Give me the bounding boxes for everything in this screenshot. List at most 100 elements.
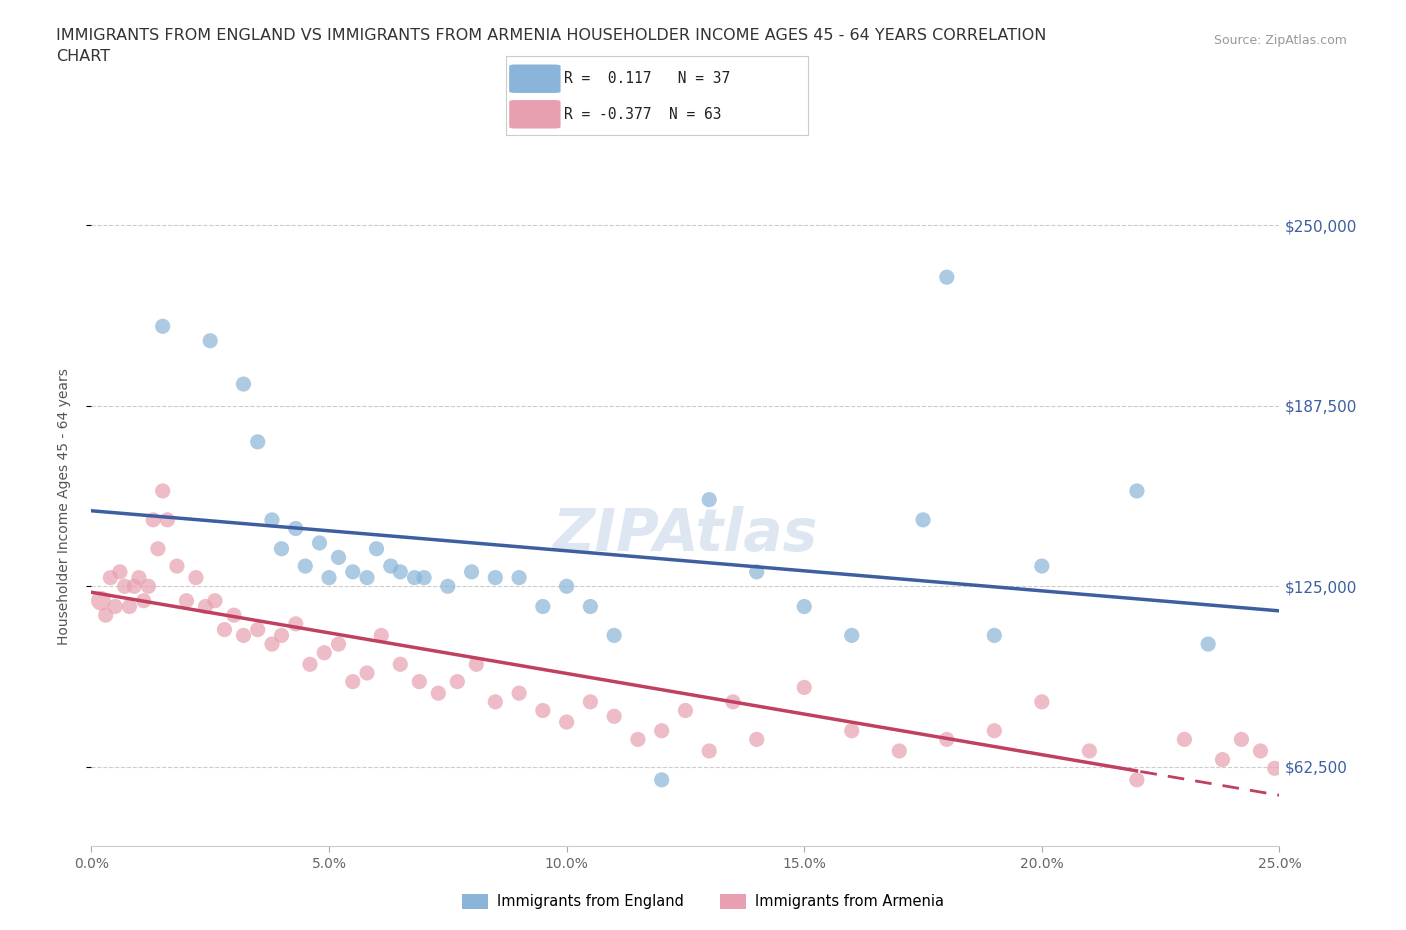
Point — [446, 674, 468, 689]
Text: ZIPAtlas: ZIPAtlas — [553, 506, 818, 563]
Point — [1249, 743, 1271, 758]
Point — [1126, 484, 1149, 498]
Point — [176, 593, 198, 608]
Point — [214, 622, 236, 637]
Point — [284, 521, 307, 536]
Point — [260, 637, 283, 652]
Point — [889, 743, 911, 758]
Point — [100, 570, 122, 585]
Point — [222, 607, 245, 622]
Point — [146, 541, 169, 556]
Point — [603, 628, 626, 643]
Point — [356, 570, 378, 585]
Point — [697, 492, 720, 507]
Text: IMMIGRANTS FROM ENGLAND VS IMMIGRANTS FROM ARMENIA HOUSEHOLDER INCOME AGES 45 - : IMMIGRANTS FROM ENGLAND VS IMMIGRANTS FR… — [56, 28, 1046, 43]
Point — [531, 703, 554, 718]
Point — [1078, 743, 1101, 758]
Text: R = -0.377  N = 63: R = -0.377 N = 63 — [564, 107, 721, 122]
Point — [284, 617, 307, 631]
Point — [114, 578, 136, 593]
FancyBboxPatch shape — [509, 64, 561, 93]
Point — [380, 559, 402, 574]
Point — [465, 657, 488, 671]
Point — [508, 570, 530, 585]
Point — [260, 512, 283, 527]
Legend: Immigrants from England, Immigrants from Armenia: Immigrants from England, Immigrants from… — [456, 888, 950, 915]
Point — [1031, 559, 1053, 574]
Point — [413, 570, 436, 585]
Point — [935, 270, 957, 285]
Point — [356, 666, 378, 681]
Point — [142, 512, 165, 527]
Point — [308, 536, 330, 551]
Point — [935, 732, 957, 747]
Point — [484, 570, 506, 585]
Point — [508, 685, 530, 700]
Point — [793, 680, 815, 695]
Point — [745, 732, 768, 747]
Point — [983, 724, 1005, 738]
Point — [531, 599, 554, 614]
Point — [1197, 637, 1219, 652]
Point — [793, 599, 815, 614]
Point — [108, 565, 131, 579]
Point — [911, 512, 934, 527]
Point — [436, 578, 458, 593]
Point — [204, 593, 226, 608]
Point — [200, 333, 222, 348]
Point — [1126, 773, 1149, 788]
Point — [555, 578, 578, 593]
Point — [745, 565, 768, 579]
Point — [651, 773, 673, 788]
Point — [408, 674, 430, 689]
Point — [841, 628, 863, 643]
Point — [697, 743, 720, 758]
Point — [1264, 761, 1286, 776]
Point — [246, 434, 269, 449]
Point — [841, 724, 863, 738]
Point — [270, 628, 292, 643]
Point — [673, 703, 696, 718]
Point — [427, 685, 450, 700]
Point — [152, 319, 174, 334]
Point — [555, 714, 578, 729]
Point — [1211, 752, 1233, 767]
Point — [328, 550, 350, 565]
Point — [132, 593, 155, 608]
Text: Source: ZipAtlas.com: Source: ZipAtlas.com — [1213, 34, 1347, 47]
Point — [1173, 732, 1195, 747]
Point — [651, 724, 673, 738]
Point — [94, 607, 117, 622]
Point — [1031, 695, 1053, 710]
Point — [122, 578, 145, 593]
Point — [484, 695, 506, 710]
Point — [294, 559, 316, 574]
Point — [721, 695, 744, 710]
Point — [1230, 732, 1253, 747]
FancyBboxPatch shape — [509, 100, 561, 128]
Text: CHART: CHART — [56, 49, 110, 64]
Y-axis label: Householder Income Ages 45 - 64 years: Householder Income Ages 45 - 64 years — [56, 368, 70, 645]
Point — [366, 541, 388, 556]
Point — [166, 559, 188, 574]
Point — [152, 484, 174, 498]
Point — [627, 732, 650, 747]
Point — [118, 599, 141, 614]
Point — [342, 565, 364, 579]
Point — [460, 565, 482, 579]
Point — [579, 599, 602, 614]
Point — [156, 512, 179, 527]
Text: R =  0.117   N = 37: R = 0.117 N = 37 — [564, 72, 730, 86]
Point — [298, 657, 321, 671]
Point — [128, 570, 150, 585]
Point — [314, 645, 336, 660]
Point — [389, 565, 412, 579]
Point — [90, 593, 112, 608]
Point — [579, 695, 602, 710]
Point — [246, 622, 269, 637]
Point — [104, 599, 127, 614]
Point — [138, 578, 160, 593]
Point — [194, 599, 217, 614]
Point — [232, 377, 254, 392]
Point — [370, 628, 392, 643]
